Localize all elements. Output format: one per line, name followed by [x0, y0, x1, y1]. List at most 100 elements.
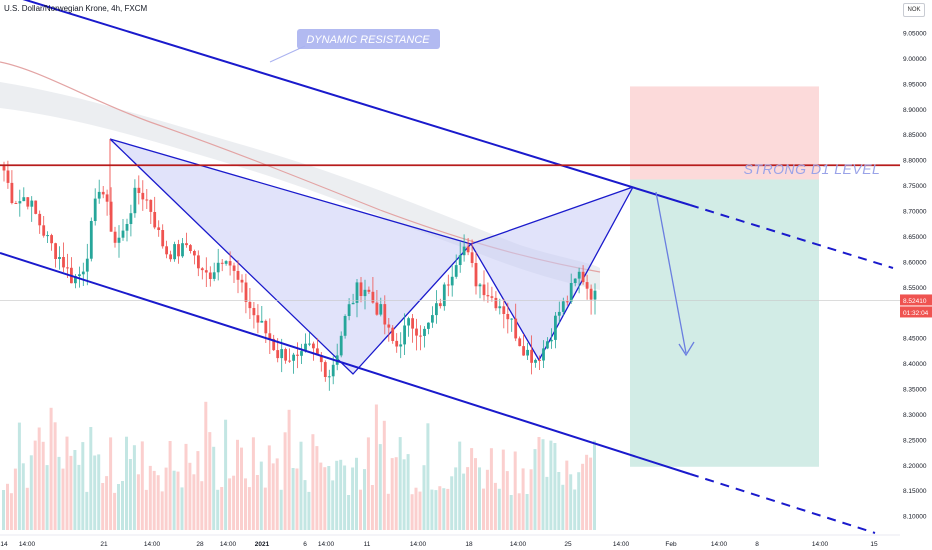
candle-body [486, 295, 490, 297]
volume-bar [21, 463, 25, 530]
price-tick: 8.85000 [903, 132, 927, 139]
candle-body [347, 304, 351, 316]
lower-channel-line [0, 252, 691, 475]
candle-body [280, 349, 284, 359]
volume-bar [259, 461, 263, 530]
volume-bar [228, 478, 232, 530]
candle-body [542, 348, 545, 361]
candle-body [177, 244, 180, 257]
candle-body [85, 258, 89, 272]
volume-bar [517, 493, 521, 530]
candle-body [137, 187, 141, 193]
volume-bar [240, 447, 243, 530]
volume-bar [121, 481, 124, 530]
candle-body [236, 271, 240, 280]
candle-body [399, 344, 403, 347]
candle-body [363, 289, 367, 297]
volume-bar [156, 475, 160, 530]
volume-bar [303, 480, 307, 530]
candle-body [411, 318, 414, 329]
time-tick: 18 [465, 541, 473, 548]
volume-bar [493, 482, 497, 530]
volume-bar [224, 419, 228, 530]
volume-bar [85, 491, 89, 530]
volume-bar [275, 458, 279, 530]
price-tick: 8.20000 [903, 463, 927, 470]
volume-bar [311, 434, 315, 530]
candle-body [423, 328, 426, 336]
volume-bar [537, 437, 541, 530]
candle-body [109, 201, 113, 232]
volume-bar [164, 467, 168, 530]
price-tick: 8.10000 [903, 514, 927, 521]
candle-body [534, 359, 537, 363]
volume-bar [2, 490, 5, 530]
candle-body [6, 170, 10, 183]
candle-body [530, 349, 533, 363]
candle-body [510, 318, 514, 320]
candle-body [296, 354, 299, 356]
candle-body [438, 303, 442, 307]
volume-bar [29, 455, 33, 530]
candle-body [284, 349, 287, 361]
candle-body [351, 302, 355, 305]
candle-body [220, 262, 224, 264]
volume-bar [283, 432, 287, 530]
last-price-value: 8.52410 [903, 298, 927, 305]
candle-body [97, 191, 101, 199]
price-tick: 8.35000 [903, 387, 927, 394]
volume-bar [450, 476, 454, 530]
candle-body [395, 340, 399, 347]
candle-body [121, 230, 125, 238]
volume-bar [89, 427, 93, 530]
volume-bar [192, 474, 196, 530]
volume-bar [553, 443, 557, 530]
volume-bar [323, 467, 327, 530]
volume-bar [505, 471, 509, 530]
candle-body [18, 201, 22, 204]
candle-body [506, 314, 510, 320]
candle-body [169, 254, 172, 260]
volume-bar [117, 484, 120, 530]
candle-body [589, 288, 593, 300]
candle-body [550, 339, 553, 342]
candle-body [446, 284, 450, 286]
volume-bar [136, 474, 140, 530]
candle-body [141, 192, 145, 200]
candle-body [403, 325, 406, 345]
price-tick: 8.55000 [903, 285, 927, 292]
volume-bar [168, 441, 172, 530]
candle-body [189, 245, 192, 251]
volume-bar [569, 474, 573, 530]
candle-body [161, 230, 165, 247]
candle-body [244, 282, 248, 302]
risk-reward-zones [630, 86, 819, 467]
time-tick: 6 [303, 541, 307, 548]
volume-bar [208, 432, 212, 530]
volume-bar [180, 487, 184, 530]
volume-bar [390, 458, 394, 530]
volume-bar [485, 469, 489, 530]
volume-bar [335, 460, 339, 530]
candle-body [538, 359, 541, 361]
candle-body [81, 271, 85, 275]
currency-badge[interactable]: NOK [903, 3, 925, 17]
time-tick: 14:00 [318, 541, 335, 548]
volume-bar [77, 464, 81, 530]
candle-body [557, 311, 561, 316]
candle-body [316, 348, 319, 356]
volume-bar [128, 459, 132, 530]
time-tick: 14:00 [220, 541, 237, 548]
price-tick: 8.15000 [903, 488, 927, 495]
candle-body [308, 343, 311, 345]
take-profit-zone [630, 179, 819, 467]
candle-body [450, 276, 454, 286]
candle-body [375, 302, 379, 315]
candle-body [367, 289, 371, 292]
volume-bar [426, 423, 430, 530]
volume-bar [125, 436, 128, 530]
candle-body [419, 335, 422, 337]
volume-bar [113, 492, 117, 530]
candle-body [173, 244, 176, 260]
